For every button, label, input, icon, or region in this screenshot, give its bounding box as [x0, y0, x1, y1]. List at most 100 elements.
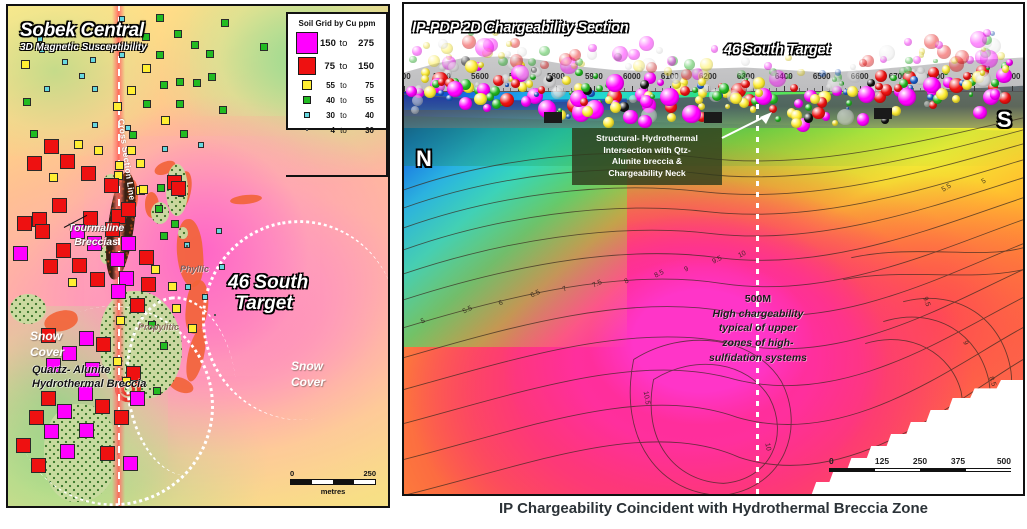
soil-sample-point — [121, 236, 136, 251]
assay-sphere — [986, 65, 991, 70]
south-marker: S — [997, 107, 1012, 132]
assay-sphere — [517, 82, 527, 92]
assay-sphere — [539, 45, 550, 57]
assay-sphere — [881, 116, 890, 125]
soil-sample-point — [23, 98, 31, 106]
soil-sample-point — [157, 184, 165, 192]
assay-sphere — [592, 73, 599, 79]
assay-sphere — [981, 47, 987, 53]
soil-sample-point — [79, 423, 94, 438]
soil-sample-point — [141, 277, 156, 292]
assay-sphere — [859, 59, 867, 67]
callout-arrow-icon — [721, 112, 772, 139]
legend-row: 55 to 75 — [294, 78, 380, 92]
assay-sphere — [486, 93, 494, 101]
svg-text:5.5: 5.5 — [941, 183, 953, 194]
assay-sphere — [443, 69, 452, 78]
soil-sample-point — [123, 456, 138, 471]
assay-sphere — [537, 85, 546, 94]
assay-sphere — [575, 57, 584, 66]
assay-sphere — [905, 56, 913, 65]
assay-sphere — [448, 61, 460, 73]
assay-sphere — [857, 85, 876, 104]
legend-range-text: 4 to 30 — [330, 125, 374, 135]
assay-sphere — [473, 92, 487, 106]
assay-sphere — [638, 36, 654, 52]
soil-sample-point — [221, 19, 229, 27]
soil-sample-point — [68, 278, 77, 287]
assay-sphere — [890, 105, 901, 116]
axis-minor-tick — [912, 88, 914, 91]
axis-tick — [821, 86, 823, 91]
soil-sample-point — [41, 391, 56, 406]
assay-sphere — [791, 117, 802, 128]
soil-sample-point — [52, 198, 67, 213]
soil-sample-point — [171, 220, 179, 228]
assay-sphere — [637, 67, 643, 73]
assay-sphere — [907, 85, 914, 91]
legend-range-text: 150 to 275 — [320, 37, 374, 49]
core-note-line2: typical of upper — [718, 322, 798, 335]
soil-sample-point — [139, 185, 148, 194]
soil-sample-point — [44, 139, 59, 154]
assay-sphere — [497, 51, 506, 60]
svg-text:6.5: 6.5 — [530, 289, 542, 300]
assay-sphere — [656, 78, 664, 87]
axis-minor-tick — [510, 88, 512, 91]
legend-swatch — [294, 32, 320, 54]
assay-sphere — [832, 77, 837, 82]
soil-grid-legend-rows: 150 to 275 75 to 150 55 to 75 40 to 55 30 to 40 4 to 30 — [294, 32, 380, 137]
axis-tick-label: 6500 — [812, 72, 831, 81]
assay-sphere — [982, 37, 992, 48]
assay-sphere — [545, 74, 554, 83]
assay-sphere — [491, 29, 499, 37]
assay-sphere — [834, 69, 842, 76]
soil-sample-point — [21, 60, 30, 69]
soil-sample-point — [96, 337, 111, 352]
soil-sample-point — [176, 78, 184, 86]
assay-sphere — [753, 76, 766, 90]
assay-sphere — [483, 37, 498, 53]
soil-sample-point — [57, 404, 72, 419]
soil-sample-point — [56, 243, 71, 258]
figure-caption: IP Chargeability Coincident with Hydroth… — [499, 500, 928, 517]
assay-sphere — [718, 83, 730, 94]
assay-sphere — [980, 50, 998, 68]
assay-sphere — [785, 73, 792, 80]
assay-sphere — [441, 61, 450, 69]
assay-sphere — [539, 60, 549, 70]
assay-sphere — [791, 110, 802, 121]
assay-sphere — [941, 65, 951, 75]
assay-sphere — [880, 84, 892, 96]
assay-sphere — [849, 71, 861, 84]
soil-sample-point — [155, 205, 163, 213]
assay-sphere — [849, 63, 856, 70]
assay-sphere — [516, 46, 528, 57]
soil-sample-point — [13, 246, 28, 261]
soil-sample-point — [119, 52, 125, 58]
assay-sphere — [755, 89, 763, 97]
assay-sphere — [588, 43, 597, 53]
assay-sphere — [409, 55, 417, 63]
soil-sample-point — [193, 79, 201, 87]
assay-sphere — [525, 80, 534, 88]
electrode-marker — [704, 112, 722, 123]
soil-sample-point — [70, 224, 85, 239]
assay-sphere — [562, 76, 571, 85]
svg-text:10.5: 10.5 — [642, 391, 651, 406]
assay-sphere — [837, 108, 854, 126]
soil-sample-point — [110, 252, 125, 267]
assay-sphere — [498, 56, 508, 67]
assay-sphere — [697, 111, 708, 122]
legend-range-text: 40 to 55 — [326, 95, 374, 105]
soil-sample-point — [115, 161, 124, 170]
callout-line4: Chargeability Neck — [608, 167, 686, 178]
soil-sample-point — [176, 100, 184, 108]
legend-swatch — [294, 55, 320, 77]
assay-sphere — [671, 80, 681, 90]
svg-text:5.5: 5.5 — [462, 305, 474, 316]
assay-sphere — [505, 83, 509, 87]
assay-sphere — [736, 70, 747, 80]
legend-row: 40 to 55 — [294, 93, 380, 107]
assay-sphere — [903, 65, 912, 74]
